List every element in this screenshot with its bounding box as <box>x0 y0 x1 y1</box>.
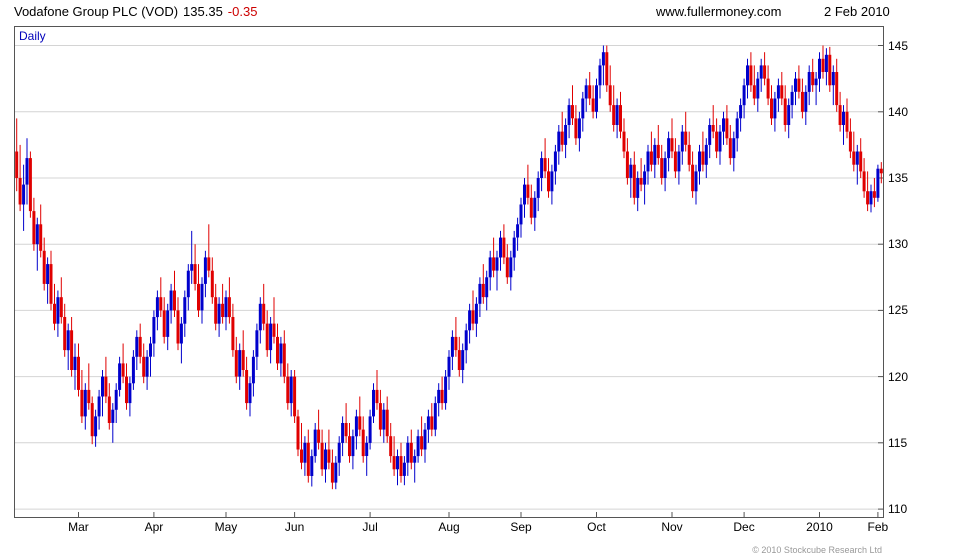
y-axis-label: 125 <box>888 303 909 318</box>
x-axis-label: Dec <box>733 520 755 534</box>
x-axis-label: May <box>214 520 238 534</box>
price-change: -0.35 <box>227 4 258 19</box>
y-axis: 110 115 120 125 130 135 140 145 <box>888 27 932 517</box>
y-axis-label: 140 <box>888 104 909 119</box>
date-label: 2 Feb 2010 <box>824 4 890 19</box>
candlestick-canvas <box>15 45 883 517</box>
y-axis-label: 135 <box>888 170 909 185</box>
x-axis-label: Mar <box>68 520 89 534</box>
x-axis-label: Oct <box>587 520 606 534</box>
y-axis-label: 120 <box>888 369 909 384</box>
x-axis-label: Feb <box>867 520 889 534</box>
frequency-label: Daily <box>19 29 46 43</box>
x-axis-label: Jul <box>362 520 378 534</box>
x-axis-label: Nov <box>661 520 683 534</box>
instrument-name: Vodafone Group PLC (VOD) <box>14 4 179 19</box>
copyright-text: © 2010 Stockcube Research Ltd <box>752 545 882 555</box>
chart-plot: Daily <box>14 26 884 518</box>
x-axis-label: Sep <box>510 520 532 534</box>
last-price: 135.35 <box>183 4 223 19</box>
x-axis-label: Aug <box>438 520 460 534</box>
x-axis-label: 2010 <box>806 520 833 534</box>
y-axis-label: 110 <box>888 502 908 517</box>
x-axis-label: Jun <box>284 520 305 534</box>
instrument-title: Vodafone Group PLC (VOD) 135.35 -0.35 <box>14 4 257 19</box>
x-axis-label: Apr <box>144 520 164 534</box>
x-axis: Mar Apr May Jun Jul Aug Sep Oct Nov Dec 2010 Feb <box>15 520 888 536</box>
website-label: www.fullermoney.com <box>656 4 782 19</box>
header-bar: Vodafone Group PLC (VOD) 135.35 -0.35 www.… <box>0 4 980 22</box>
y-axis-label: 115 <box>888 435 908 450</box>
y-axis-label: 130 <box>888 237 909 252</box>
y-axis-label: 145 <box>888 38 909 53</box>
